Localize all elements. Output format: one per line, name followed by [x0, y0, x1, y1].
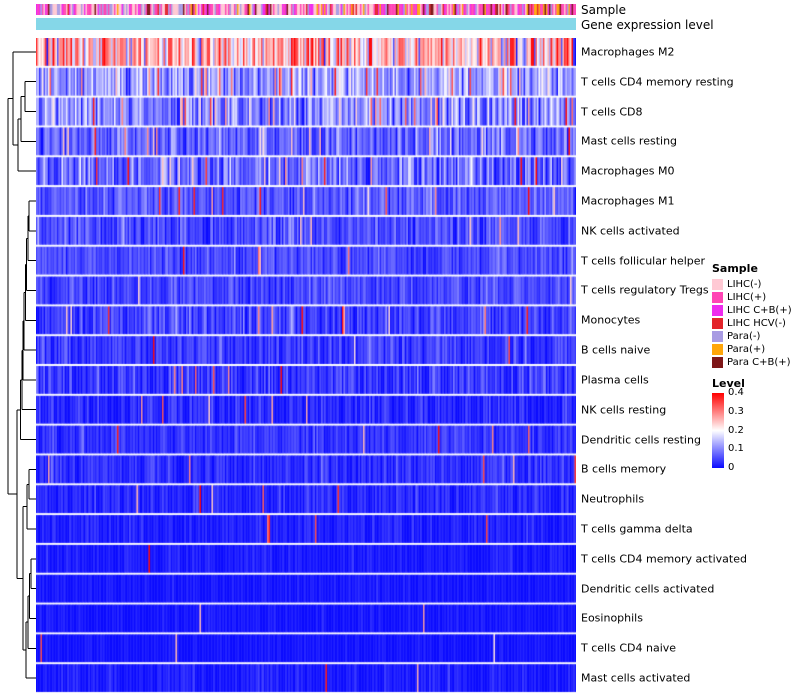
row-label: B cells memory — [581, 462, 667, 476]
legend-item-label: Para C+B(+) — [727, 357, 791, 368]
level-tick-label: 0 — [728, 462, 735, 473]
gene-expression-annotation-bar — [36, 18, 576, 30]
row-label: B cells naive — [581, 343, 651, 357]
row-label: Neutrophils — [581, 492, 645, 506]
row-label: Mast cells resting — [581, 134, 678, 148]
legend-item-label: LIHC(-) — [727, 279, 762, 290]
level-gradient-wrap: 0.4 0.3 0.2 0.1 0 — [712, 388, 792, 473]
legend-item-label: LIHC C+B(+) — [727, 305, 792, 316]
sample-annotation-bar — [36, 4, 576, 15]
row-label: NK cells resting — [581, 403, 667, 417]
legend-sample-items: LIHC(-) LIHC(+) LIHC C+B(+) LIHC HCV(-) Para… — [712, 278, 792, 369]
level-tick-label: 0.3 — [728, 405, 744, 417]
legend: Sample LIHC(-) LIHC(+) LIHC C+B(+) LIHC HCV… — [712, 262, 792, 473]
legend-sample-title: Sample — [712, 262, 758, 275]
legend-item-label: Para(-) — [727, 331, 761, 342]
row-label: T cells CD4 memory activated — [581, 552, 747, 566]
legend-color-swatch — [712, 305, 723, 316]
legend-item-label: Para(+) — [727, 344, 766, 355]
row-label: Macrophages M1 — [581, 194, 675, 208]
row-label: T cells regulatory Tregs — [581, 283, 709, 297]
row-label: T cells CD8 — [581, 105, 643, 119]
legend-color-swatch — [712, 279, 723, 290]
row-label: T cells gamma delta — [581, 522, 693, 536]
legend-sample-item: Para C+B(+) — [712, 356, 792, 369]
legend-sample-item: LIHC(-) — [712, 278, 792, 291]
legend-sample-item: Para(-) — [712, 330, 792, 343]
row-label: Dendritic cells activated — [581, 582, 715, 596]
row-dendrogram — [7, 51, 36, 679]
heatmap-canvas — [36, 38, 576, 694]
legend-sample-item: LIHC(+) — [712, 291, 792, 304]
legend-sample-item: LIHC HCV(-) — [712, 317, 792, 330]
legend-level-title: Level — [712, 377, 745, 390]
level-tick-label: 0.2 — [728, 424, 744, 436]
row-label: Eosinophils — [581, 611, 643, 625]
row-label: T cells CD4 naive — [581, 641, 677, 655]
row-label: T cells CD4 memory resting — [581, 75, 734, 89]
row-label: Macrophages M2 — [581, 45, 675, 59]
level-gradient-bar — [712, 393, 724, 468]
row-label: Dendritic cells resting — [581, 433, 701, 447]
sample-annotation-label: Sample — [581, 3, 626, 17]
legend-color-swatch — [712, 292, 723, 303]
row-label: Macrophages M0 — [581, 164, 675, 178]
legend-color-swatch — [712, 357, 723, 368]
legend-item-label: LIHC HCV(-) — [727, 318, 786, 329]
row-label: T cells follicular helper — [581, 254, 706, 268]
level-tick-label: 0.4 — [728, 387, 744, 398]
legend-color-swatch — [712, 318, 723, 329]
legend-color-swatch — [712, 344, 723, 355]
row-label: NK cells activated — [581, 224, 680, 238]
gene-expression-annotation-label: Gene expression level — [581, 18, 714, 32]
legend-sample-item: LIHC C+B(+) — [712, 304, 792, 317]
row-label: Monocytes — [581, 313, 641, 327]
legend-item-label: LIHC(+) — [727, 292, 767, 303]
legend-sample-item: Para(+) — [712, 343, 792, 356]
legend-color-swatch — [712, 331, 723, 342]
level-tick-label: 0.1 — [728, 443, 744, 455]
legend-level-block: Level 0.4 0.3 0.2 0.1 0 — [712, 377, 792, 473]
row-label: Plasma cells — [581, 373, 649, 387]
row-label: Mast cells activated — [581, 671, 691, 685]
